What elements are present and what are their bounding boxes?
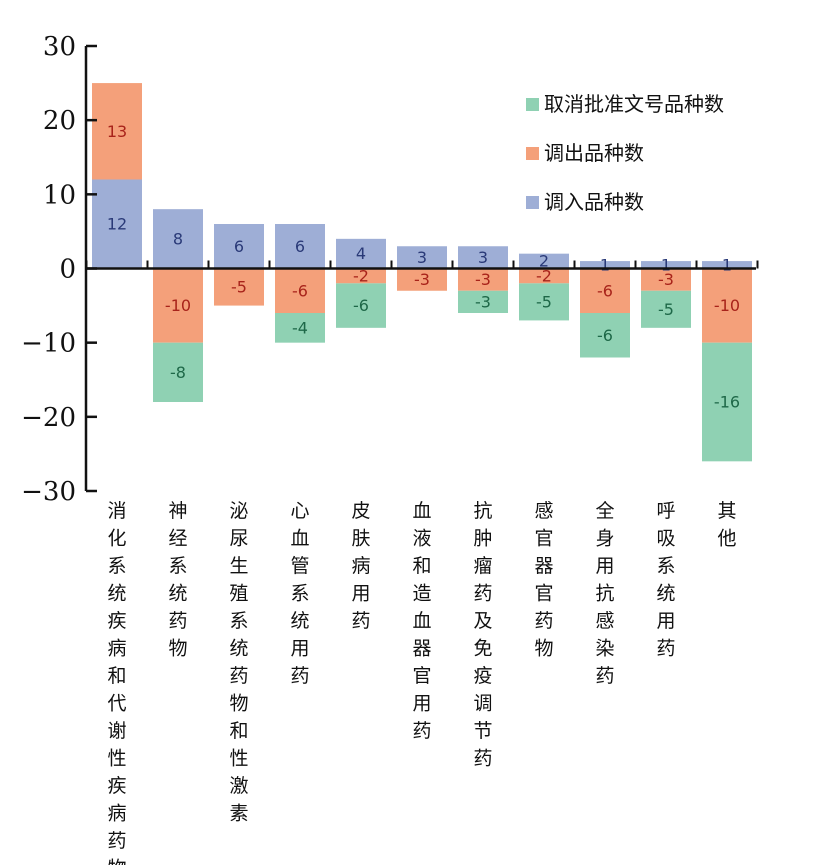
y-tick-label: −30 (21, 477, 76, 507)
bar-segment (519, 268, 569, 284)
data-label: -10 (714, 296, 740, 315)
data-label: 4 (356, 244, 366, 263)
bar-segment (702, 342, 752, 462)
bar-segment (580, 313, 630, 358)
bar-segment (702, 268, 752, 343)
data-label: -2 (353, 266, 369, 285)
bar-segment (336, 268, 386, 284)
data-label: -3 (475, 292, 491, 311)
data-label: 6 (234, 237, 244, 256)
category-label: 血液和造血器官用药 (412, 500, 431, 742)
category-labels-layer: 消化系统疾病和代谢性疾病药物 神经系统药物 泌尿生殖系统药物和性激素 心血管系统用药 皮… (107, 500, 736, 865)
data-label: -5 (231, 278, 247, 297)
bar-segment (458, 246, 508, 269)
legend-swatch (526, 98, 539, 111)
bar-segment (214, 224, 264, 269)
data-label: 1 (600, 255, 610, 274)
data-label: 8 (173, 229, 183, 248)
data-label: -8 (170, 363, 186, 382)
category-label: 感官器官药物 (534, 500, 553, 660)
bar-segment (397, 268, 447, 291)
bar-segment (458, 268, 508, 291)
bar-segment (92, 83, 142, 180)
category-label: 抗肿瘤药及免疫调节药 (473, 500, 492, 770)
category-label: 其他 (717, 500, 736, 550)
y-tick-label: −10 (21, 329, 76, 359)
category-label: 消化系统疾病和代谢性疾病药物 (107, 500, 126, 865)
bar-segment (458, 290, 508, 313)
bar-segment (153, 268, 203, 343)
data-label: 12 (107, 215, 127, 234)
y-tick-label: 30 (43, 32, 76, 62)
data-label: -6 (597, 326, 613, 345)
category-label: 全身用抗感染药 (595, 500, 614, 687)
y-tick-label: −20 (21, 403, 76, 433)
bar-segment (702, 261, 752, 269)
bar-segment (641, 268, 691, 291)
bar-segment (519, 253, 569, 269)
bar-segment (336, 283, 386, 328)
data-label: 1 (661, 255, 671, 274)
category-label: 神经系统药物 (168, 500, 187, 660)
data-label: -3 (658, 270, 674, 289)
data-label: -16 (714, 393, 740, 412)
bar-segment (580, 261, 630, 269)
data-label: 6 (295, 237, 305, 256)
data-label: -6 (597, 281, 613, 300)
legend-label: 取消批准文号品种数 (544, 92, 724, 116)
bar-segment (275, 224, 325, 269)
category-label: 泌尿生殖系统药物和性激素 (229, 500, 248, 825)
legend-swatch (526, 196, 539, 209)
data-label: -4 (292, 318, 308, 337)
y-tick-label: 20 (43, 106, 76, 136)
bar-segment (275, 313, 325, 343)
y-tick-label: 10 (43, 180, 76, 210)
legend-label: 调出品种数 (544, 141, 644, 165)
data-label: -6 (292, 281, 308, 300)
bar-segment (641, 261, 691, 269)
bar-segment (214, 268, 264, 306)
data-label: -3 (475, 270, 491, 289)
bar-segment (519, 283, 569, 321)
category-label: 心血管系统用药 (290, 500, 309, 687)
bar-segment (275, 268, 325, 313)
legend-label: 调入品种数 (544, 190, 644, 214)
category-label: 皮肤病用药 (351, 500, 370, 632)
data-label: -5 (658, 300, 674, 319)
data-label: -10 (165, 296, 191, 315)
data-label: 3 (417, 248, 427, 267)
axes-layer: 30 20 10 0 −10 −20 −30 (21, 32, 759, 507)
bar-segment (92, 179, 142, 269)
bar-segment (580, 268, 630, 313)
data-label: 13 (107, 122, 127, 141)
data-label: 3 (478, 248, 488, 267)
data-label: 2 (539, 252, 549, 271)
bar-segment (153, 342, 203, 402)
data-label: -2 (536, 266, 552, 285)
category-label: 呼吸系统用药 (656, 500, 675, 660)
data-label: -5 (536, 292, 552, 311)
data-label: -6 (353, 296, 369, 315)
bar-segment (397, 246, 447, 269)
bar-segment (336, 238, 386, 269)
data-label: -3 (414, 270, 430, 289)
legend-swatch (526, 147, 539, 160)
bar-segment (641, 290, 691, 328)
data-label: 1 (722, 255, 732, 274)
y-tick-label: 0 (59, 255, 76, 285)
bar-segment (153, 209, 203, 269)
bars-layer (92, 83, 752, 462)
data-labels-layer: 12138-10-86-56-6-44-2-63-33-3-32-2-51-6-… (107, 122, 740, 412)
